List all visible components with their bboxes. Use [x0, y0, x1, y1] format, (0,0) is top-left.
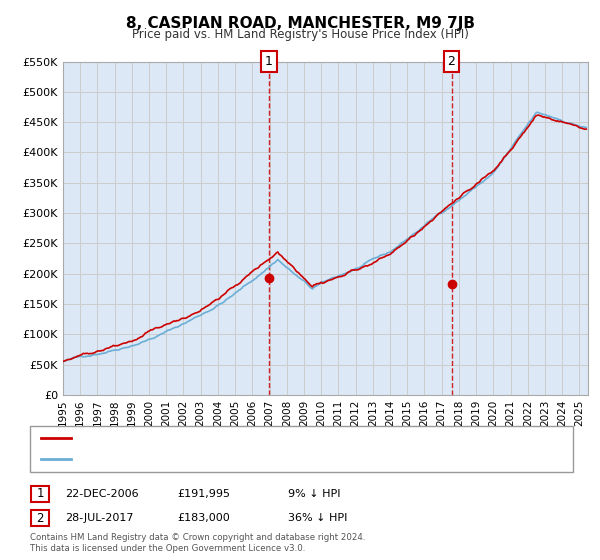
Text: 28-JUL-2017: 28-JUL-2017	[65, 513, 133, 523]
Text: 1: 1	[37, 487, 44, 501]
Text: HPI: Average price, detached house, Manchester: HPI: Average price, detached house, Manc…	[77, 454, 331, 464]
Text: 9% ↓ HPI: 9% ↓ HPI	[288, 489, 341, 499]
Text: 1: 1	[265, 55, 273, 68]
Text: £191,995: £191,995	[177, 489, 230, 499]
Text: 8, CASPIAN ROAD, MANCHESTER, M9 7JB (detached house): 8, CASPIAN ROAD, MANCHESTER, M9 7JB (det…	[77, 433, 385, 443]
Text: £183,000: £183,000	[177, 513, 230, 523]
Text: 2: 2	[37, 511, 44, 525]
Text: Price paid vs. HM Land Registry's House Price Index (HPI): Price paid vs. HM Land Registry's House …	[131, 28, 469, 41]
Text: 8, CASPIAN ROAD, MANCHESTER, M9 7JB: 8, CASPIAN ROAD, MANCHESTER, M9 7JB	[125, 16, 475, 31]
Text: 36% ↓ HPI: 36% ↓ HPI	[288, 513, 347, 523]
Text: 2: 2	[448, 55, 455, 68]
Text: This data is licensed under the Open Government Licence v3.0.: This data is licensed under the Open Gov…	[30, 544, 305, 553]
Text: 22-DEC-2006: 22-DEC-2006	[65, 489, 139, 499]
Text: Contains HM Land Registry data © Crown copyright and database right 2024.: Contains HM Land Registry data © Crown c…	[30, 533, 365, 542]
